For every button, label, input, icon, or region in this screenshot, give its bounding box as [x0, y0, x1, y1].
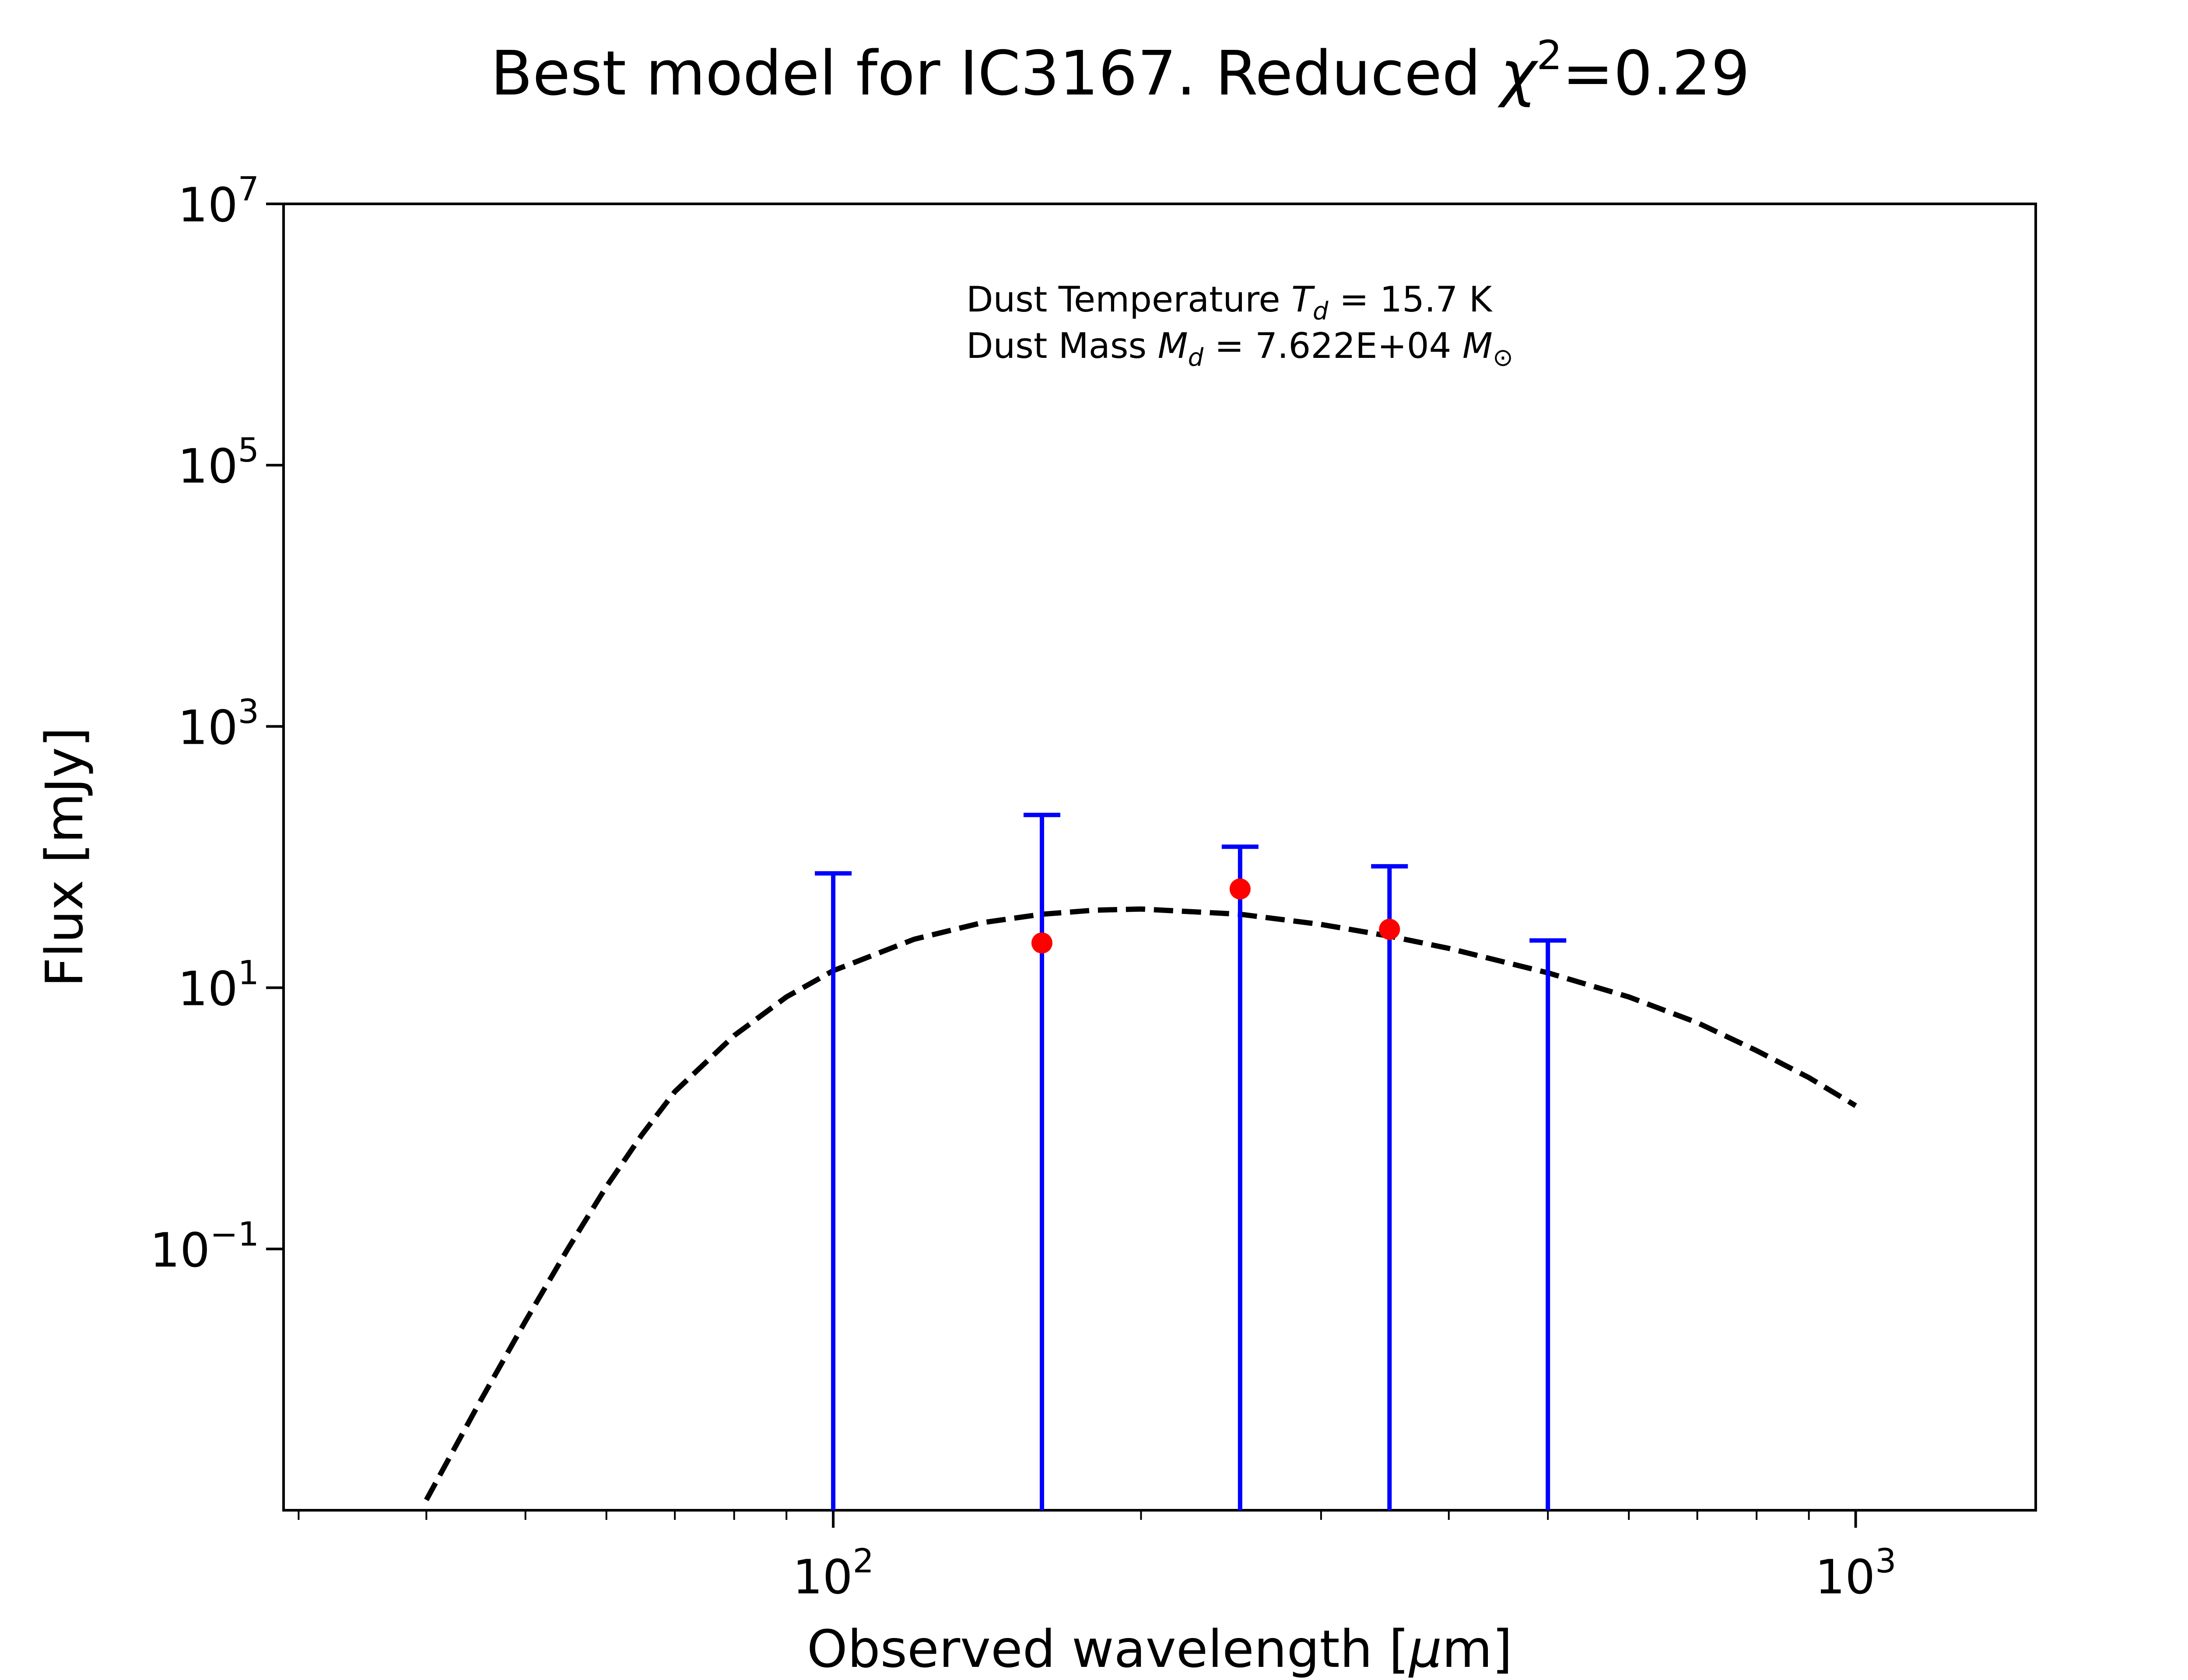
- chart-title-prefix: Best model for IC3167. Reduced: [491, 38, 1500, 109]
- data-point-2: [1379, 919, 1400, 940]
- annotation-temperature-prefix: Dust Temperature: [966, 279, 1291, 320]
- x-tick-label-exponent: 2: [853, 1541, 874, 1580]
- data-points-layer: [1031, 878, 1400, 954]
- chart-title-suffix: =0.29: [1562, 38, 1750, 109]
- annotation-temperature-sub: d: [1313, 297, 1329, 326]
- annotation-mass-prefix: Dust Mass: [966, 326, 1158, 366]
- chart-title-superscript: 2: [1536, 32, 1562, 79]
- annotation-mass: Dust Mass Md = 7.622E+04 M⊙: [966, 326, 1513, 372]
- annotation-temperature-var: T: [1291, 279, 1315, 320]
- errorbar-layer: [815, 812, 1567, 1510]
- x-tick-label-base: 10: [1815, 1550, 1875, 1605]
- x-tick-label-base: 10: [792, 1550, 852, 1605]
- y-axis-label: Flux [mJy]: [34, 727, 95, 987]
- x-tick-label-exponent: 3: [1875, 1541, 1896, 1580]
- y-tick-label-0: 10−1: [150, 1214, 259, 1278]
- chart-title-symbol: χ: [1497, 38, 1539, 109]
- model-curve: [424, 906, 1857, 1502]
- y-tick-label-exponent: 7: [238, 169, 259, 208]
- y-tick-label-exponent: −1: [210, 1214, 259, 1253]
- y-tick-label-base: 10: [178, 962, 238, 1017]
- y-tick-label-base: 10: [150, 1223, 210, 1278]
- annotation-mass-unit: M: [1462, 326, 1493, 366]
- y-tick-label-exponent: 1: [238, 953, 259, 992]
- annotation-mass-value: = 7.622E+04: [1203, 326, 1462, 366]
- y-tick-label-exponent: 5: [238, 430, 259, 469]
- data-point-1: [1229, 878, 1251, 900]
- chart-title: Best model for IC3167. Reduced χ2=0.29: [491, 32, 1750, 109]
- annotation-mass-sub: d: [1188, 343, 1204, 372]
- x-axis-label-symbol: μ: [1408, 1619, 1442, 1679]
- y-tick-label-base: 10: [178, 439, 238, 494]
- annotation-mass-var: M: [1158, 326, 1188, 366]
- y-tick-label-4: 107: [178, 169, 259, 233]
- y-tick-label-3: 105: [178, 430, 259, 494]
- y-tick-label-exponent: 3: [238, 692, 259, 731]
- model-curve-layer: [424, 906, 1857, 1502]
- annotation-temperature: Dust Temperature Td = 15.7 K: [966, 279, 1493, 326]
- annotation-mass-unit-sub: ⊙: [1493, 343, 1513, 372]
- x-tick-label-1: 103: [1815, 1541, 1897, 1605]
- annotation-temperature-value: = 15.7 K: [1328, 279, 1493, 320]
- x-axis-label: Observed wavelength [μm]: [807, 1619, 1512, 1679]
- x-axis-label-prefix: Observed wavelength [: [807, 1619, 1409, 1679]
- y-tick-label-1: 101: [178, 953, 259, 1017]
- y-tick-label-base: 10: [178, 700, 238, 755]
- x-axis-label-suffix: m]: [1442, 1619, 1512, 1679]
- plot-frame: [282, 203, 2037, 1512]
- y-tick-label-base: 10: [178, 178, 238, 233]
- x-tick-label-0: 102: [792, 1541, 874, 1605]
- y-tick-label-2: 103: [178, 692, 259, 755]
- data-point-0: [1031, 932, 1053, 954]
